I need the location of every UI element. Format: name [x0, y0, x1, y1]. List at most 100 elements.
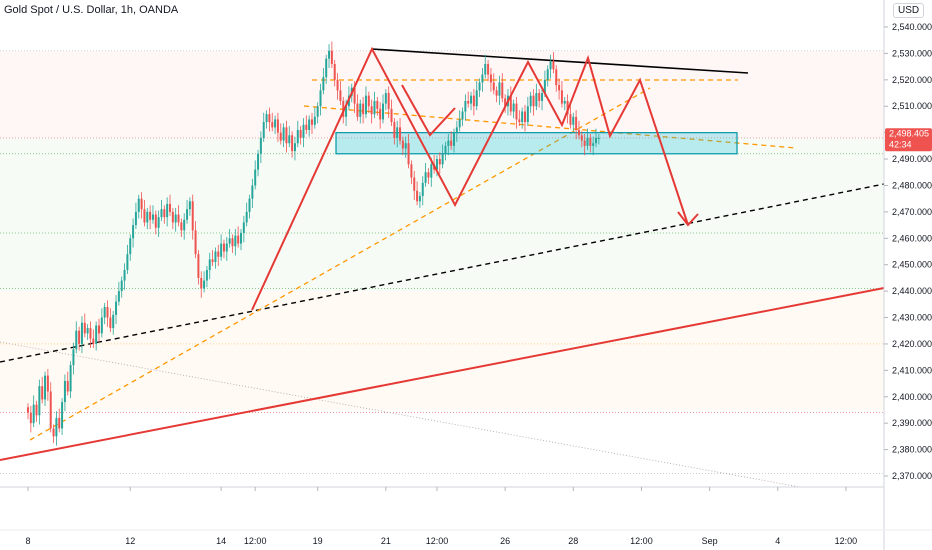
candle-body — [518, 119, 521, 123]
y-tick-label: 2,460.000 — [892, 233, 932, 243]
candle-body — [109, 317, 112, 329]
candle-body — [407, 143, 410, 165]
candle-body — [447, 140, 450, 146]
candle-body — [515, 103, 518, 120]
candle-body — [49, 391, 52, 429]
candle-body — [177, 214, 180, 223]
candle-body — [220, 243, 223, 257]
orange-ascending-trendline — [29, 87, 651, 441]
candle-body — [333, 63, 336, 80]
candle-body — [92, 338, 95, 344]
candle-body — [546, 69, 549, 80]
candle-body — [140, 198, 143, 210]
gray-trendline — [0, 341, 801, 488]
candle-body — [373, 100, 376, 115]
candle-body — [254, 169, 257, 186]
candle-body — [120, 280, 123, 292]
candle-body — [435, 159, 438, 170]
currency-label[interactable]: USD — [893, 3, 925, 18]
candle-body — [580, 135, 583, 141]
candle-body — [166, 203, 169, 218]
y-tick-label: 2,410.000 — [892, 365, 932, 375]
candles — [27, 41, 600, 446]
candle-body — [171, 211, 174, 223]
candle-body — [211, 259, 214, 263]
candle-body — [183, 219, 186, 231]
candle-body — [498, 82, 501, 96]
candle-body — [379, 108, 382, 120]
candle-body — [549, 61, 552, 70]
candle-body — [345, 106, 348, 117]
candle-body — [149, 211, 152, 220]
y-tick-label: 2,470.000 — [892, 207, 932, 217]
candle-body — [563, 100, 566, 104]
candle-body — [169, 203, 171, 212]
candle-body — [364, 95, 367, 115]
y-tick-label: 2,510.000 — [892, 101, 932, 111]
candle-body — [450, 140, 453, 146]
candle-body — [291, 135, 294, 152]
y-tick-label: 2,480.000 — [892, 180, 932, 190]
x-tick-label: 8 — [25, 536, 30, 546]
candle-body — [532, 95, 535, 107]
candle-body — [41, 386, 44, 400]
candle-body — [597, 137, 600, 139]
candle-body — [279, 132, 282, 141]
candle-body — [401, 140, 404, 149]
candle-body — [382, 103, 384, 120]
candle-body — [302, 124, 305, 138]
candle-body — [501, 82, 504, 99]
y-tick-label: 2,490.000 — [892, 154, 932, 164]
grid-lines — [0, 50, 884, 474]
candle-body — [430, 164, 433, 178]
x-tick-label: 12:00 — [630, 536, 653, 546]
candle-body — [356, 103, 359, 117]
candle-body — [529, 95, 532, 107]
candle-body — [163, 209, 166, 218]
candle-body — [472, 95, 475, 107]
candle-body — [293, 143, 296, 152]
candle-body — [188, 201, 191, 210]
candle-body — [478, 82, 481, 91]
candle-body — [376, 100, 379, 109]
y-tick-label: 2,390.000 — [892, 418, 932, 428]
candle-body — [438, 159, 441, 165]
candle-body — [242, 222, 245, 234]
y-tick-label: 2,380.000 — [892, 445, 932, 455]
candle-body — [592, 143, 595, 146]
candle-body — [589, 137, 592, 146]
candle-body — [180, 222, 183, 231]
candle-body — [63, 380, 66, 403]
candle-body — [259, 137, 262, 154]
candle-body — [467, 100, 470, 104]
y-tick-label: 2,530.000 — [892, 48, 932, 58]
candle-body — [55, 417, 58, 437]
candle-body — [410, 164, 413, 178]
candle-body — [495, 90, 498, 96]
orange-descending-trendline — [303, 105, 797, 149]
candle-body — [69, 365, 72, 392]
candle-body — [396, 127, 399, 138]
candle-body — [160, 209, 163, 218]
candle-body — [555, 69, 558, 86]
candle-body — [38, 386, 41, 416]
candle-body — [461, 111, 464, 120]
support-zone — [335, 132, 738, 155]
candle-body — [342, 100, 345, 117]
candle-body — [552, 61, 555, 70]
price-badge[interactable] — [885, 128, 932, 152]
candle-body — [78, 330, 81, 344]
candle-body — [325, 58, 328, 78]
candle-body — [86, 328, 89, 334]
candle-body — [399, 127, 402, 141]
candle-body — [509, 95, 512, 112]
candle-body — [313, 116, 316, 125]
pattern-zigzag — [251, 46, 689, 311]
price-badge-countdown: 42:34 — [889, 139, 912, 149]
candle-body — [370, 106, 373, 115]
candle-body — [245, 211, 248, 223]
candle-body — [319, 90, 322, 107]
candle-body — [521, 111, 524, 123]
candle-body — [404, 143, 407, 149]
